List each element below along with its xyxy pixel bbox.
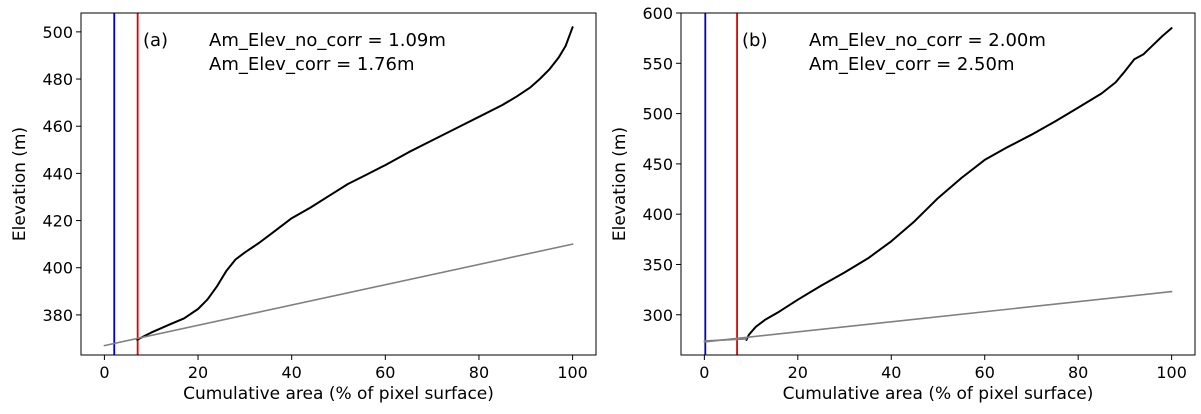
panel-b-ytick-label-1: 350 xyxy=(642,255,673,274)
panel-a-ytick-label-6: 500 xyxy=(42,23,73,42)
panel-b-ytick-label-6: 600 xyxy=(642,4,673,23)
panel-a-series-line-1 xyxy=(103,243,574,347)
panel-a-ytick-label-0: 380 xyxy=(42,306,73,325)
panel-b-ytick-label-2: 400 xyxy=(642,205,673,224)
panel-a-axes-frame xyxy=(80,12,597,356)
panel-b-ytick-label-4: 500 xyxy=(642,105,673,124)
panel-b-ylabel: Elevation (m) xyxy=(610,127,630,241)
panel-a-ytick-label-5: 480 xyxy=(42,70,73,89)
panel-b-series-line-2 xyxy=(703,290,1173,343)
panel-a-ytick-label-3: 440 xyxy=(42,164,73,183)
panel-a-panel-label: (a) xyxy=(143,30,168,51)
panel-a-xtick-label-1: 20 xyxy=(188,363,208,382)
panel-b-panel-label: (b) xyxy=(742,30,767,51)
panel-b-xtick-label-5: 100 xyxy=(1156,363,1187,382)
panel-a-xtick-label-4: 80 xyxy=(469,363,489,382)
panel-a-ylabel: Elevation (m) xyxy=(10,127,30,241)
panel-b-plot-area xyxy=(703,13,1173,355)
panel-b-xtick-label-4: 80 xyxy=(1068,363,1088,382)
panel-b-annotation-0: Am_Elev_no_corr = 2.00m xyxy=(809,30,1046,51)
panel-b-xtick-label-0: 0 xyxy=(699,363,709,382)
panel-b-annotation-1: Am_Elev_corr = 2.50m xyxy=(809,54,1014,75)
panel-b-xtick-label-2: 40 xyxy=(881,363,901,382)
panel-b-xtick-label-1: 20 xyxy=(788,363,808,382)
panel-b-ytick-label-3: 450 xyxy=(642,155,673,174)
panel-a-annotation-1: Am_Elev_corr = 1.76m xyxy=(209,54,414,75)
panel-a: 0 20 40 60 80 100 380 400 420 440 460 480 500 Cumulat… xyxy=(10,12,597,404)
panel-a-xtick-label-2: 40 xyxy=(282,363,302,382)
panel-b-xtick-label-3: 60 xyxy=(975,363,995,382)
panel-b: 0 20 40 60 80 100 300 350 400 450 500 550 600 Cumulat… xyxy=(610,4,1196,404)
panel-b-axes-frame xyxy=(680,12,1196,356)
panel-a-ytick-label-1: 400 xyxy=(42,259,73,278)
panel-a-annotation-0: Am_Elev_no_corr = 1.09m xyxy=(209,30,446,51)
panel-b-xlabel: Cumulative area (% of pixel surface) xyxy=(783,384,1094,404)
panel-a-xtick-label-5: 100 xyxy=(557,363,588,382)
panel-a-ytick-label-2: 420 xyxy=(42,212,73,231)
panel-b-ytick-label-0: 300 xyxy=(642,306,673,325)
panel-b-series-line-0 xyxy=(745,27,1173,341)
panel-a-series-line-0 xyxy=(136,26,574,341)
panel-a-plot-area xyxy=(103,13,574,355)
panel-a-xlabel: Cumulative area (% of pixel surface) xyxy=(183,384,494,404)
panel-b-ytick-label-5: 550 xyxy=(642,54,673,73)
panel-a-xtick-label-0: 0 xyxy=(99,363,109,382)
panel-a-ytick-label-4: 460 xyxy=(42,117,73,136)
panel-a-xtick-label-3: 60 xyxy=(375,363,395,382)
